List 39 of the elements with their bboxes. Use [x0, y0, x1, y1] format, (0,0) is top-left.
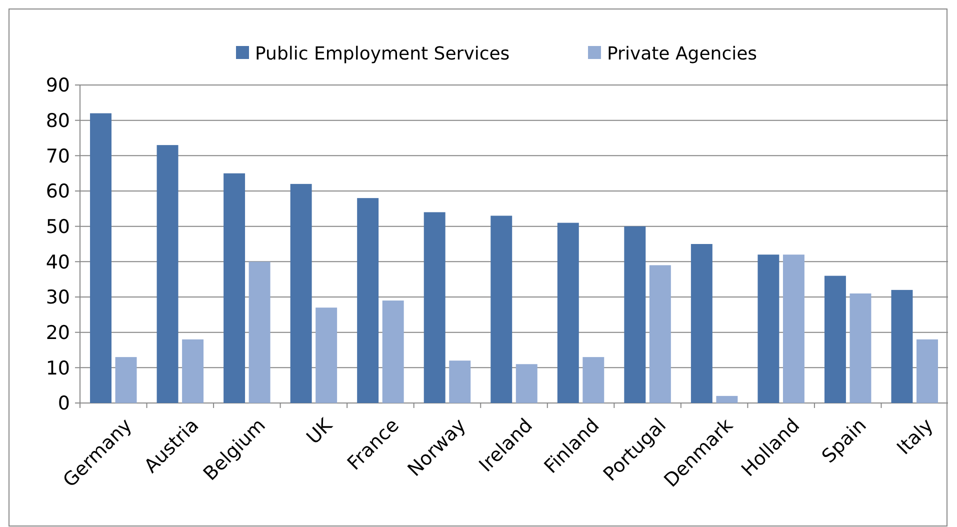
y-tick-label: 30: [46, 286, 70, 309]
bar: [449, 360, 471, 403]
bar: [182, 339, 204, 403]
legend-label: Private Agencies: [607, 43, 758, 64]
bar: [290, 184, 312, 403]
bar: [782, 254, 804, 403]
y-tick-label: 90: [46, 74, 70, 97]
bar: [156, 145, 178, 403]
bar: [916, 339, 938, 403]
y-tick-label: 60: [46, 180, 70, 203]
y-tick-label: 50: [46, 216, 70, 238]
bar: [891, 290, 913, 403]
bar: [115, 357, 137, 403]
y-tick-label: 20: [46, 322, 70, 344]
x-tick-label: UK: [302, 414, 338, 449]
bar: [582, 357, 604, 403]
bar: [224, 173, 246, 403]
bar: [316, 308, 338, 403]
bar: [758, 254, 780, 403]
bar: [516, 364, 538, 403]
bar: [424, 212, 446, 403]
legend-label: Public Employment Services: [255, 43, 510, 64]
y-tick-label: 80: [46, 110, 70, 132]
bar: [624, 226, 646, 403]
bar: [824, 276, 846, 403]
bar: [557, 222, 579, 403]
bar: [490, 216, 512, 403]
bar: [382, 300, 404, 403]
y-tick-label: 10: [46, 357, 70, 380]
bar: [649, 265, 671, 403]
y-tick-label: 0: [58, 392, 70, 415]
bar: [716, 396, 738, 403]
y-tick-label: 40: [46, 251, 70, 274]
y-tick-label: 70: [46, 145, 70, 168]
bar: [357, 198, 379, 403]
bar: [248, 262, 270, 403]
bar: [90, 113, 112, 403]
bar: [850, 293, 872, 403]
bar: [690, 244, 712, 403]
